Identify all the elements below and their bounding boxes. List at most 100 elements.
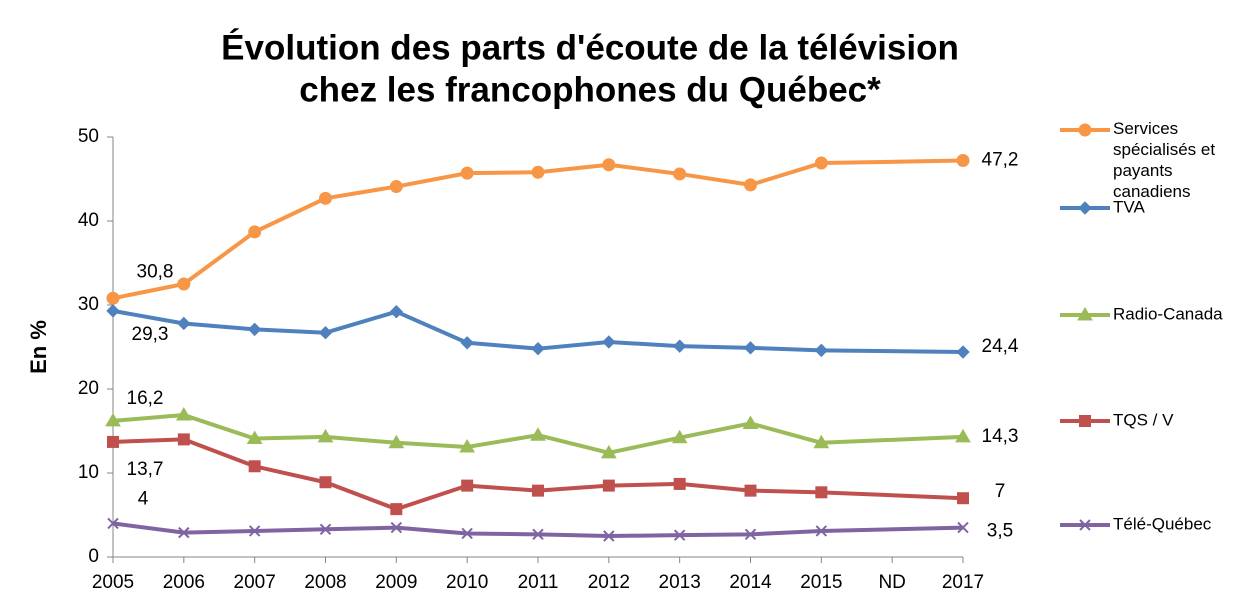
y-axis-label: En % [26,320,51,374]
marker [319,191,332,205]
marker [955,428,971,443]
x-tick-label: 2014 [729,572,772,593]
marker [459,438,476,453]
marker [956,345,970,359]
marker [602,335,616,349]
marker [246,430,263,445]
gap-bridge [821,348,964,355]
marker [319,523,332,535]
data-label: 29,3 [132,324,169,345]
marker [742,415,759,429]
x-tick-label: 2005 [92,572,134,593]
marker [389,305,404,319]
marker [319,476,332,489]
marker [956,154,970,168]
marker [602,479,615,492]
marker [743,341,758,355]
marker [107,517,119,530]
data-label: 30,8 [137,261,174,282]
marker [815,486,828,499]
marker [815,525,828,537]
x-tick-label: 2017 [942,572,984,593]
marker [671,429,688,444]
series-line [112,161,822,301]
marker [318,326,333,340]
marker [460,336,474,350]
gap-bridge [821,490,964,501]
legend-label: Radio-Canada [1113,304,1223,323]
data-label: 14,3 [982,426,1019,447]
marker [248,460,261,473]
marker [460,166,474,180]
marker [1078,123,1092,137]
marker [603,530,615,542]
marker [177,316,191,331]
data-label: 7 [995,481,1006,502]
data-label: 47,2 [982,150,1019,171]
marker [813,434,830,449]
data-label: 4 [138,488,149,509]
data-label: 16,2 [127,388,164,409]
marker [673,167,687,181]
marker [178,526,190,539]
marker [602,158,616,172]
x-tick-label: 2010 [446,572,488,593]
marker [1078,201,1092,215]
marker [177,277,191,291]
marker [531,165,545,179]
x-tick-label: 2006 [163,572,205,593]
gap-bridge [821,434,964,445]
chart-title: chez les francophones du Québec* [299,70,881,109]
data-label: 13,7 [127,459,164,480]
x-tick-label: 2008 [304,572,346,593]
y-tick-label: 0 [88,546,99,567]
data-label: 24,4 [982,336,1019,357]
marker [957,492,969,505]
x-tick-label: 2011 [518,572,559,593]
marker [1077,307,1093,321]
marker [248,225,262,239]
marker [532,528,544,541]
marker [107,435,119,448]
x-tick-label: ND [878,572,905,593]
marker [957,521,969,534]
marker [673,529,686,541]
x-tick-label: 2015 [800,572,842,593]
marker [744,528,757,541]
marker [106,304,120,318]
marker [672,339,687,353]
marker [600,444,617,459]
marker [1079,415,1091,427]
marker [317,428,334,443]
x-tick-label: 2013 [659,572,701,593]
chart-title: Évolution des parts d'écoute de la télév… [221,27,959,67]
data-label: 3,5 [987,521,1013,542]
marker [175,407,192,421]
y-tick-label: 20 [78,378,99,399]
marker [744,178,757,192]
marker [177,433,190,446]
marker [744,484,757,497]
x-tick-label: 2007 [234,572,276,593]
y-tick-label: 30 [78,294,99,315]
marker [814,156,828,170]
legend-label: Télé-Québec [1113,514,1212,533]
marker [106,291,120,305]
x-tick-label: 2009 [375,572,417,593]
marker [390,521,403,534]
marker [814,343,829,358]
legend-label: TVA [1113,197,1145,216]
marker [532,484,544,497]
marker [105,412,121,427]
marker [531,341,545,356]
marker [247,322,262,337]
x-tick-label: 2012 [588,572,630,593]
legend-label: Services spécialisés et payants canadiens [1113,119,1215,201]
y-tick-label: 10 [78,462,99,483]
y-tick-label: 50 [78,126,99,147]
marker [461,527,473,540]
marker [530,427,546,441]
marker [248,525,261,537]
marker [390,503,403,516]
